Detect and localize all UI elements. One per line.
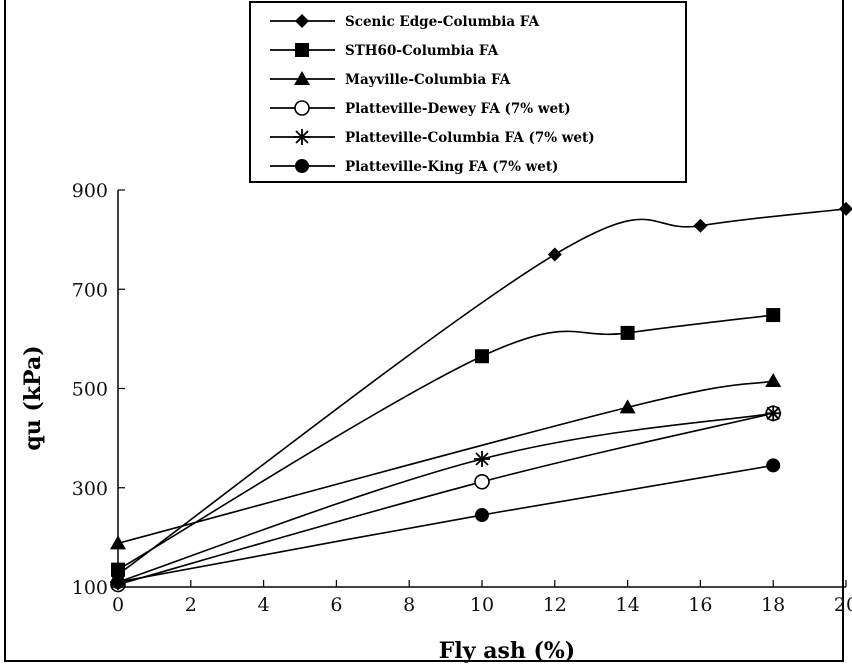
data-point-asterisk <box>765 405 782 422</box>
data-point-diamond <box>693 218 708 233</box>
data-point-square <box>620 325 635 340</box>
data-point-open-circle <box>474 473 490 490</box>
x-tick-label: 4 <box>258 594 270 616</box>
legend-label: Platteville-King FA (7% wet) <box>345 159 558 175</box>
data-point-filled-circle <box>295 159 309 173</box>
data-point-open-circle <box>294 100 310 116</box>
x-tick-label: 8 <box>403 594 415 616</box>
series-6 <box>111 458 781 590</box>
data-point-square <box>766 308 781 323</box>
legend-entry: STH60-Columbia FA <box>270 43 499 59</box>
data-point-square <box>111 562 125 577</box>
series-line <box>117 208 847 576</box>
legend-box <box>249 1 687 183</box>
y-tick-label: 100 <box>72 577 108 599</box>
series-2 <box>111 308 781 577</box>
x-tick-label: 16 <box>688 594 712 616</box>
x-tick-label: 14 <box>616 594 640 616</box>
data-point-filled-circle <box>475 508 489 523</box>
x-tick-label: 10 <box>470 594 494 616</box>
x-tick-label: 20 <box>834 594 852 616</box>
legend: Scenic Edge-Columbia FA STH60-Columbia FA… <box>249 1 687 183</box>
legend-label: STH60-Columbia FA <box>345 43 499 59</box>
series-line <box>117 412 774 586</box>
y-tick-label: 500 <box>72 379 108 401</box>
legend-entry: Platteville-Columbia FA (7% wet) <box>270 129 595 146</box>
x-tick-label: 12 <box>543 594 567 616</box>
data-point-asterisk <box>474 450 490 467</box>
data-point-diamond <box>839 201 852 216</box>
series-1 <box>111 201 852 582</box>
y-tick-label: 900 <box>72 180 108 202</box>
data-point-diamond <box>295 14 309 28</box>
series-line <box>117 380 774 545</box>
data-point-square <box>295 43 309 57</box>
data-point-triangle <box>765 373 782 388</box>
legend-entry: Scenic Edge-Columbia FA <box>270 14 540 30</box>
legend-label: Mayville-Columbia FA <box>345 72 511 88</box>
series-5 <box>110 405 782 591</box>
legend-entry: Mayville-Columbia FA <box>270 71 511 88</box>
legend-label: Platteville-Dewey FA (7% wet) <box>345 101 571 117</box>
series-layer <box>110 201 852 593</box>
legend-label: Scenic Edge-Columbia FA <box>345 14 540 30</box>
x-axis-label: Fly ash (%) <box>439 638 575 664</box>
x-tick-label: 0 <box>112 594 124 616</box>
data-point-asterisk <box>294 129 310 145</box>
axes <box>117 190 846 588</box>
y-tick-label: 700 <box>72 279 108 301</box>
y-axis-label: qu (kPa) <box>20 345 46 450</box>
series-line <box>117 314 774 571</box>
data-point-triangle <box>619 399 636 414</box>
x-tick-label: 2 <box>185 594 197 616</box>
chart-frame <box>4 0 844 662</box>
series-4 <box>110 405 782 593</box>
data-point-diamond <box>547 247 562 262</box>
x-tick-label: 6 <box>330 594 342 616</box>
legend-label: Platteville-Columbia FA (7% wet) <box>345 130 595 146</box>
data-point-filled-circle <box>111 575 125 590</box>
series-3 <box>110 373 782 550</box>
legend-entry: Platteville-Dewey FA (7% wet) <box>270 100 571 117</box>
ticks: 0 2 4 6 8 10 12 14 16 18 20 100 300 500 700 900 <box>72 180 852 616</box>
data-point-triangle <box>294 71 310 85</box>
x-tick-label: 18 <box>761 594 785 616</box>
data-point-square <box>475 349 489 364</box>
data-point-triangle <box>110 535 126 550</box>
series-line <box>117 464 774 583</box>
data-point-filled-circle <box>766 458 781 473</box>
legend-entry: Platteville-King FA (7% wet) <box>270 159 558 175</box>
y-tick-label: 300 <box>72 478 108 500</box>
